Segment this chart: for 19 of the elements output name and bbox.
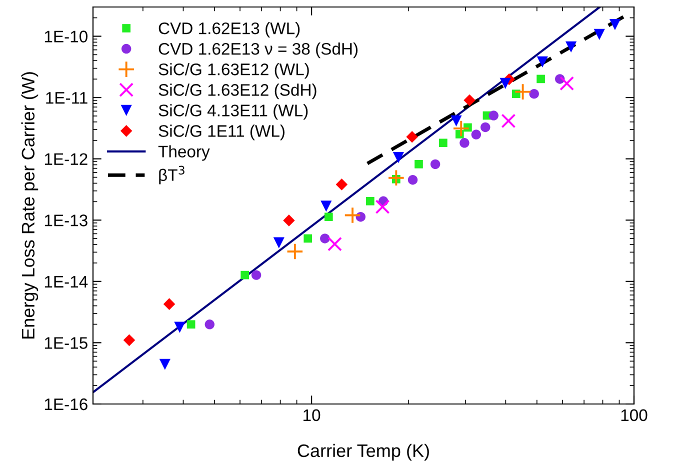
y-tick-label: 1E-16 <box>44 398 88 410</box>
y-tick-label: 1E-14 <box>44 276 88 288</box>
y-axis-title: Energy Loss Rate per Carrier (W) <box>21 72 38 338</box>
y-tick-label: 1E-15 <box>44 337 88 349</box>
legend-label: SiC/G 1.63E12 (SdH) <box>158 84 316 100</box>
x-axis-title: Carrier Temp (K) <box>298 444 429 461</box>
x-tick-label: 10 <box>304 409 320 422</box>
y-tick-label: 1E-11 <box>46 92 88 104</box>
x-tick-label: 100 <box>621 409 648 422</box>
y-tick-label: 1E-13 <box>44 214 88 226</box>
y-tick-label: 1E-10 <box>44 30 88 42</box>
legend-label: βT$^{3}$ <box>159 166 184 184</box>
legend-label: SiC/G 1.63E12 (WL) <box>158 63 309 79</box>
legend-label: SiC/G 1E11 (WL) <box>158 124 284 140</box>
y-tick-label: 1E-12 <box>44 153 88 165</box>
legend-label: SiC/G 4.13E11 (WL) <box>158 104 308 120</box>
legend-label: CVD 1.62E13 (WL) <box>158 22 300 38</box>
legend-label: Theory <box>158 145 210 161</box>
legend-label: CVD 1.62E13 ν = 38 (SdH) <box>158 42 358 58</box>
